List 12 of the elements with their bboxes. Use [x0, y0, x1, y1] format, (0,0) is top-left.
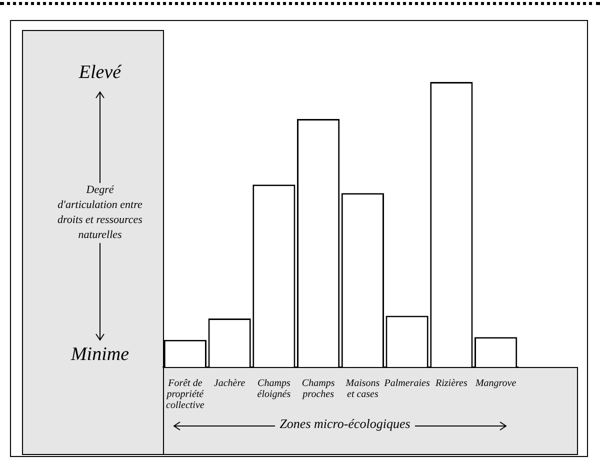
text: Elevé	[78, 62, 123, 84]
x-tick-label: Maisons et cases	[344, 378, 380, 400]
y-axis-title: Degré d'articulation entre droits et ressources naturelles	[55, 183, 145, 243]
x-tick-label: Mangrove	[474, 378, 517, 390]
x-tick-label: Rizières	[434, 378, 468, 390]
x-tick-label: Palmeraies	[383, 378, 430, 390]
x-tick-label: Forêt de propriété collective	[166, 378, 205, 412]
x-axis-title: Zones micro-écologiques	[275, 416, 415, 432]
x-tick-label: Champs éloignés	[257, 378, 291, 400]
x-tick-label: Champs proches	[302, 378, 335, 400]
text: Minime	[70, 344, 130, 366]
x-tick-label: Jachère	[214, 378, 246, 390]
